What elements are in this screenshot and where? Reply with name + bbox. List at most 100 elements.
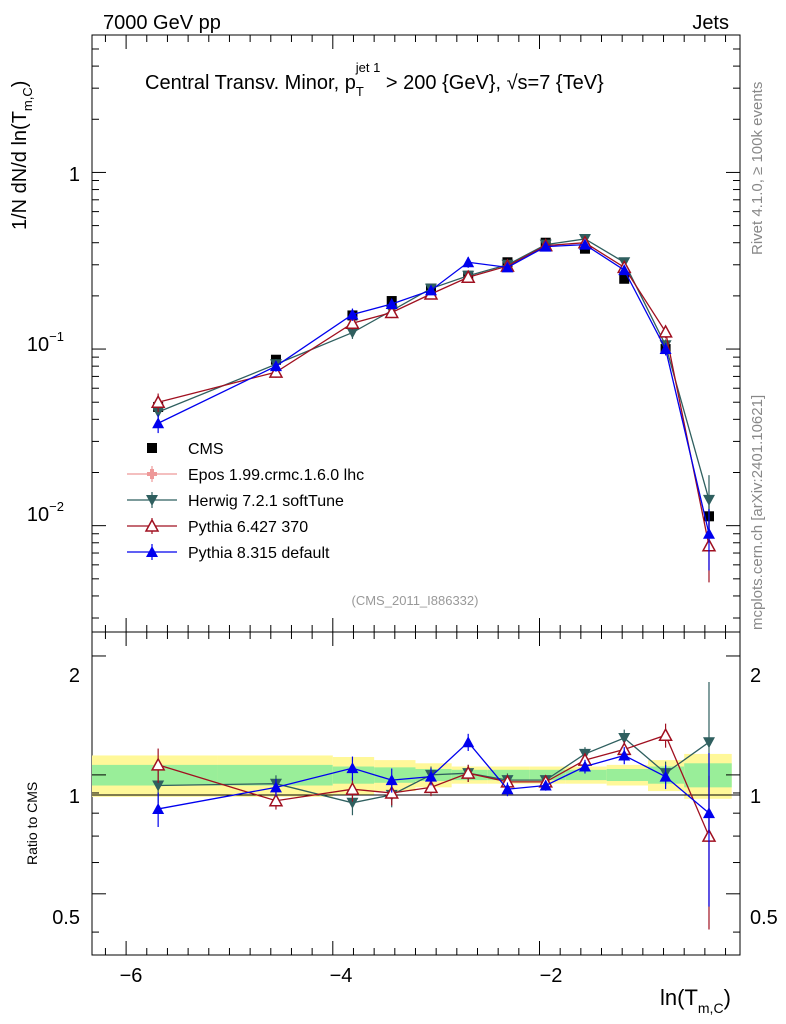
mcplots-label: mcplots.cern.ch [arXiv:2401.10621] <box>749 395 766 630</box>
ratio-point-herwig2-9 <box>618 732 631 744</box>
ratio-point-pythia3-5 <box>460 765 476 779</box>
ratio-point-pythia4-0 <box>152 802 165 814</box>
ratio-tick-label-1-left: 1 <box>69 786 80 808</box>
rivet-version-label: Rivet 4.1.0, ≥ 100k events <box>749 82 766 255</box>
legend-marker-epos <box>127 466 177 482</box>
legend-marker-cms <box>147 443 157 453</box>
plot-title: Central Transv. Minor, pTjet 1 > 200 {Ge… <box>145 60 604 99</box>
legend-symbol-0 <box>147 443 157 453</box>
legend-entry-herwig: Herwig 7.2.1 softTune <box>127 492 344 510</box>
ratio-tick-label-2-left: 2 <box>69 665 80 687</box>
legend-marker-pythia6 <box>127 518 177 534</box>
legend-entry-cms: CMS <box>147 441 224 458</box>
legend-symbol-3 <box>144 518 160 532</box>
ratio-point-herwig2-2 <box>346 797 359 809</box>
legend-entry-pythia6: Pythia 6.427 370 <box>127 518 308 536</box>
point-pythia4-4 <box>424 284 437 296</box>
main-plot-series <box>150 233 717 583</box>
point-herwig2-0 <box>152 407 165 419</box>
legend-marker-herwig <box>127 492 177 508</box>
ratio-point-herwig2-11 <box>702 737 715 749</box>
point-pythia4-8 <box>578 238 591 250</box>
main-plot-frame <box>91 34 741 633</box>
point-herwig2-11 <box>702 494 715 506</box>
legend-label-herwig: Herwig 7.2.1 softTune <box>188 493 344 510</box>
title-subscript: T <box>356 84 364 99</box>
point-pythia3-10 <box>658 324 673 338</box>
ratio-point-pythia3-2 <box>345 781 360 795</box>
legend-marker-pythia8 <box>127 544 177 560</box>
ratio-point-pythia3-0 <box>150 757 166 771</box>
legend-entry-epos: Epos 1.99.crmc.1.6.0 lhc <box>127 466 364 484</box>
ratio-band-green <box>529 769 566 781</box>
legend-symbol-4 <box>146 546 158 557</box>
ratio-band-green <box>606 768 649 782</box>
legend-symbol-2 <box>146 495 158 506</box>
main-y-axis-label: 1/N dN/d ln(Tm,C) <box>9 81 35 230</box>
ratio-point-pythia4-11 <box>702 807 715 819</box>
point-pythia4-7 <box>539 240 552 252</box>
point-pythia4-2 <box>346 308 359 320</box>
x-tick-label-minus4: −4 <box>330 965 353 987</box>
ratio-point-pythia4-7 <box>539 779 552 791</box>
point-herwig2-2 <box>346 327 359 339</box>
ratio-band-green <box>487 769 530 781</box>
point-pythia4-6 <box>501 261 514 273</box>
series-line-pythia4 <box>157 243 710 534</box>
ratio-point-pythia4-5 <box>462 736 475 748</box>
point-pythia3-0 <box>150 394 166 408</box>
ratio-point-pythia4-3 <box>385 774 398 786</box>
ratio-line-herwig2 <box>158 737 710 804</box>
ratio-line-pythia3 <box>157 734 710 837</box>
legend: CMS Epos 1.99.crmc.1.6.0 lhc Herwig 7.2.… <box>127 441 364 562</box>
point-pythia3-3 <box>384 304 399 319</box>
header-energy: 7000 GeV pp <box>103 12 221 34</box>
ratio-tick-label-1-right: 1 <box>750 786 761 808</box>
ratio-tick-label-2-right: 2 <box>750 665 761 687</box>
ratio-point-pythia4-4 <box>424 770 437 782</box>
series-line-pythia3 <box>157 242 710 546</box>
x-axis-label: ln(Tm,C) <box>660 985 731 1016</box>
point-pythia3-5 <box>460 269 476 283</box>
y-tick-label-1: 1 <box>69 164 80 186</box>
series-line-herwig2 <box>157 238 710 501</box>
ratio-point-pythia4-10 <box>659 770 672 782</box>
ratio-point-pythia4-2 <box>346 762 359 774</box>
y-tick-label-0.01: 10−2 <box>27 499 64 526</box>
point-pythia4-10 <box>659 343 672 355</box>
analysis-reference: (CMS_2011_I886332) <box>352 593 479 608</box>
point-pythia4-0 <box>152 417 165 429</box>
ratio-y-axis-label: Ratio to CMS <box>24 782 40 865</box>
point-pythia3-2 <box>345 315 360 329</box>
ratio-tick-label-0.5-left: 0.5 <box>52 907 80 929</box>
ratio-point-pythia4-6 <box>501 783 514 795</box>
header-jets: Jets <box>692 12 729 34</box>
ratio-point-pythia4-8 <box>578 760 591 772</box>
ratio-tick-label-0.5-right: 0.5 <box>750 907 778 929</box>
point-pythia4-11 <box>702 527 715 539</box>
ratio-point-pythia4-9 <box>618 749 631 761</box>
legend-symbol-1 <box>147 469 157 479</box>
ratio-point-pythia3-10 <box>658 727 673 741</box>
ratio-point-pythia4-1 <box>269 781 282 793</box>
legend-entry-pythia8: Pythia 8.315 default <box>127 544 330 562</box>
axis-ticks <box>92 34 740 955</box>
ratio-line-pythia4 <box>158 741 710 814</box>
legend-label-pythia8: Pythia 8.315 default <box>188 545 330 562</box>
y-tick-label-0.1: 10−1 <box>27 329 64 356</box>
point-pythia4-5 <box>462 256 475 268</box>
legend-label-cms: CMS <box>188 441 224 458</box>
ratio-point-pythia3-4 <box>423 779 439 794</box>
legend-symbol-1-v <box>150 469 154 479</box>
x-tick-label-minus6: −6 <box>120 965 143 987</box>
point-pythia4-1 <box>269 360 282 372</box>
legend-label-epos: Epos 1.99.crmc.1.6.0 lhc <box>188 467 364 484</box>
x-tick-label-minus2: −2 <box>540 965 563 987</box>
ratio-plot-series <box>150 682 717 930</box>
title-superscript: jet 1 <box>355 60 381 75</box>
point-pythia4-3 <box>385 297 398 309</box>
point-pythia4-9 <box>618 264 631 276</box>
ratio-band-green <box>92 764 218 786</box>
ratio-band-green <box>565 769 607 781</box>
